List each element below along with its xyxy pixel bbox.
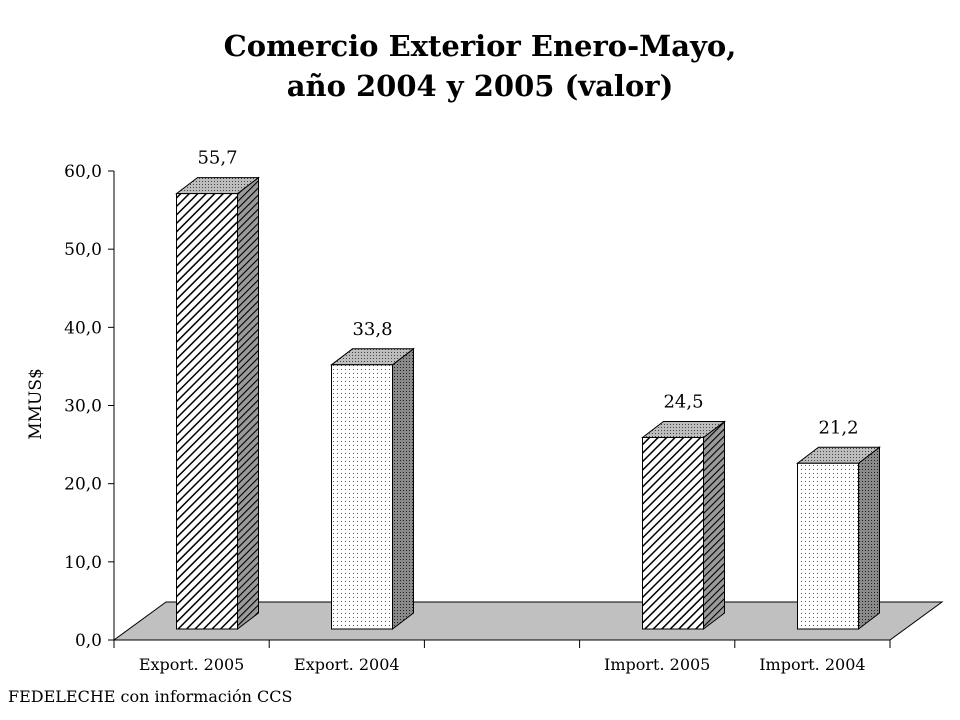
bar-side xyxy=(392,347,414,631)
bar xyxy=(175,176,260,631)
y-tick-label: 30,0 xyxy=(64,397,102,417)
bar-front xyxy=(642,436,704,630)
y-tick-label: 20,0 xyxy=(64,475,102,495)
chart-title-line-2: año 2004 y 2005 (valor) xyxy=(286,69,674,103)
bar-side xyxy=(703,420,725,631)
y-tick-label: 50,0 xyxy=(64,240,102,260)
bar xyxy=(641,420,726,631)
data-label: 24,5 xyxy=(663,391,703,412)
source-note: FEDELECHE con información CCS xyxy=(8,687,293,706)
chart-title-line-1: Comercio Exterior Enero-Mayo, xyxy=(223,29,737,63)
x-tick-label: Export. 2005 xyxy=(139,655,245,674)
bar-front xyxy=(331,364,393,630)
y-tick-label: 10,0 xyxy=(64,553,102,573)
bar xyxy=(330,347,415,631)
chart-title: Comercio Exterior Enero-Mayo, año 2004 y… xyxy=(0,26,960,106)
bar-front xyxy=(176,193,238,630)
x-tick-label: Import. 2005 xyxy=(604,655,710,674)
data-label: 21,2 xyxy=(818,417,858,438)
y-axis-label: MMUS$ xyxy=(26,368,46,440)
y-tick-label: 60,0 xyxy=(64,162,102,182)
bar-layer xyxy=(175,176,881,631)
data-label: 55,7 xyxy=(197,148,237,169)
x-tick-label: Import. 2004 xyxy=(759,655,865,674)
bar-front xyxy=(797,462,859,630)
y-tick-label: 40,0 xyxy=(64,318,102,338)
bar-side xyxy=(237,176,259,631)
axis-layer: 0,0 10,0 20,0 30,0 40,0 50,0 60,0 Export. 2005 E… xyxy=(26,162,891,674)
data-label: 33,8 xyxy=(352,319,392,340)
bar xyxy=(796,446,881,631)
y-tick-label: 0,0 xyxy=(75,631,102,651)
x-tick-label: Export. 2004 xyxy=(294,655,400,674)
bar-side xyxy=(858,446,880,631)
label-layer: 55,7 33,8 24,5 21,2 xyxy=(197,148,858,439)
